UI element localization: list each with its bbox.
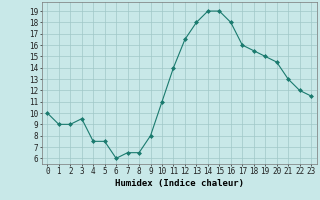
X-axis label: Humidex (Indice chaleur): Humidex (Indice chaleur)	[115, 179, 244, 188]
